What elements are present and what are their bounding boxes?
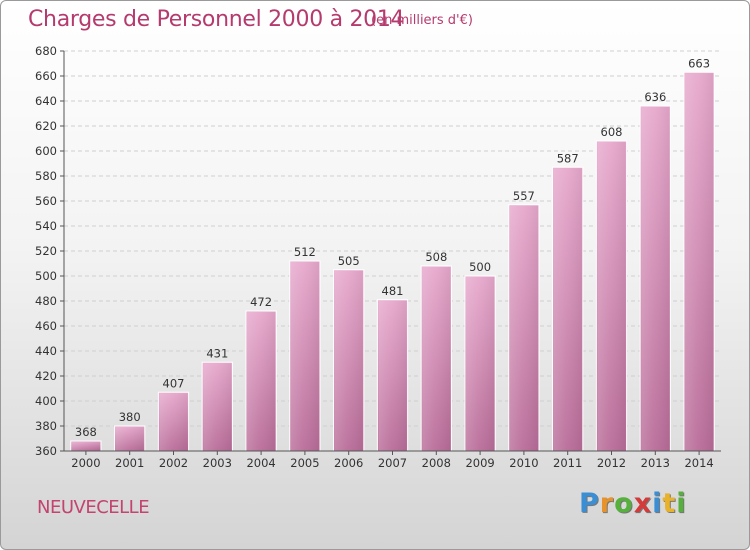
y-tick-label: 640: [35, 94, 57, 108]
y-tick-label: 560: [35, 194, 57, 208]
y-tick-label: 360: [35, 444, 57, 458]
bar-value-label: 512: [294, 245, 316, 259]
x-axis: 2000 2001 2002 2003 2004 2005 2006 2007 2008 2009…: [64, 450, 721, 470]
bar-2014: 663: [683, 56, 715, 452]
bar-2003: 431: [201, 346, 233, 452]
x-tick-label: 2006: [334, 456, 363, 470]
y-tick-label: 380: [35, 419, 57, 433]
y-tick-label: 620: [35, 119, 57, 133]
x-tick-label: 2005: [290, 456, 319, 470]
bar-2013: 636: [639, 90, 671, 452]
bar-shine: [246, 312, 276, 451]
y-axis: 360 380 400 420 440 460 480 500 520 540 560 580 600 6…: [35, 44, 65, 458]
bar-shine: [597, 142, 626, 451]
bar-value-label: 508: [425, 250, 447, 264]
city-name: NEUVECELLE: [37, 497, 150, 518]
bar-shine: [203, 363, 232, 451]
y-tick-label: 480: [35, 294, 57, 308]
bar-value-label: 587: [557, 151, 579, 165]
x-tick-label: 2014: [684, 456, 713, 470]
logo-letter: i: [676, 488, 687, 519]
bar-value-label: 663: [688, 56, 710, 70]
bar-value-label: 481: [382, 284, 404, 298]
bar-2008: 508: [420, 250, 452, 452]
bar-shine: [71, 442, 101, 451]
y-tick-label: 520: [35, 244, 57, 258]
x-tick-label: 2011: [553, 456, 582, 470]
bar-2005: 512: [289, 245, 321, 452]
proxiti-logo: Proxiti: [579, 488, 687, 519]
bar-shine: [115, 427, 144, 451]
bar-shine: [553, 168, 582, 451]
chart-unit-label: (en milliers d'€): [371, 13, 473, 28]
bar-2012: 608: [595, 125, 628, 452]
x-tick-label: 2003: [203, 456, 232, 470]
y-tick-label: 660: [35, 69, 57, 83]
y-tick-label: 600: [35, 144, 57, 158]
bar-shine: [378, 300, 407, 451]
bar-value-label: 472: [250, 295, 272, 309]
bar-2009: 500: [464, 260, 496, 452]
logo-letter: i: [652, 488, 663, 519]
bar-value-label: 431: [206, 346, 228, 360]
bar-value-label: 407: [163, 376, 185, 390]
chart-title: Charges de Personnel 2000 à 2014: [28, 7, 405, 32]
bar-shine: [159, 393, 188, 451]
bar-shine: [465, 277, 495, 451]
bar-2002: 407: [157, 376, 190, 452]
bars: 368 380 407 431 472 512 505 481 508 500 557 587 608 6…: [70, 56, 715, 452]
bar-value-label: 368: [75, 425, 97, 439]
bar-value-label: 505: [338, 254, 360, 268]
bar-value-label: 557: [513, 189, 535, 203]
bar-2001: 380: [114, 410, 146, 452]
x-tick-label: 2007: [378, 456, 407, 470]
x-tick-label: 2009: [465, 456, 494, 470]
y-tick-label: 500: [35, 269, 57, 283]
logo-letter: o: [614, 488, 634, 519]
x-tick-label: 2001: [115, 456, 144, 470]
bar-value-label: 380: [119, 410, 141, 424]
y-tick-label: 540: [35, 219, 57, 233]
bar-value-label: 608: [601, 125, 623, 139]
x-tick-label: 2008: [422, 456, 451, 470]
logo-letter: t: [662, 488, 677, 519]
bar-shine: [290, 262, 320, 451]
bar-2007: 481: [376, 284, 409, 452]
bar-shine: [509, 205, 539, 451]
y-tick-label: 400: [35, 394, 57, 408]
x-tick-label: 2004: [246, 456, 275, 470]
logo-letter: P: [579, 488, 600, 519]
x-tick-label: 2010: [509, 456, 538, 470]
x-tick-label: 2013: [641, 456, 670, 470]
bar-shine: [334, 270, 363, 451]
x-tick-label: 2012: [597, 456, 626, 470]
bar-2000: 368: [70, 425, 102, 452]
logo-letter: r: [599, 488, 615, 519]
x-tick-label: 2000: [71, 456, 100, 470]
y-tick-label: 460: [35, 319, 57, 333]
logo-letter: x: [633, 488, 653, 519]
bar-value-label: 500: [469, 260, 491, 274]
bar-2010: 557: [508, 189, 540, 452]
bar-value-label: 636: [644, 90, 666, 104]
y-tick-label: 440: [35, 344, 57, 358]
bar-2004: 472: [245, 295, 277, 452]
x-tick-label: 2002: [159, 456, 188, 470]
bar-2011: 587: [552, 151, 584, 452]
bar-shine: [684, 73, 714, 451]
bar-shine: [422, 267, 451, 451]
bar-2006: 505: [333, 254, 365, 452]
bar-shine: [641, 107, 670, 451]
y-tick-label: 680: [35, 44, 57, 58]
y-tick-label: 580: [35, 169, 57, 183]
y-tick-label: 420: [35, 369, 57, 383]
